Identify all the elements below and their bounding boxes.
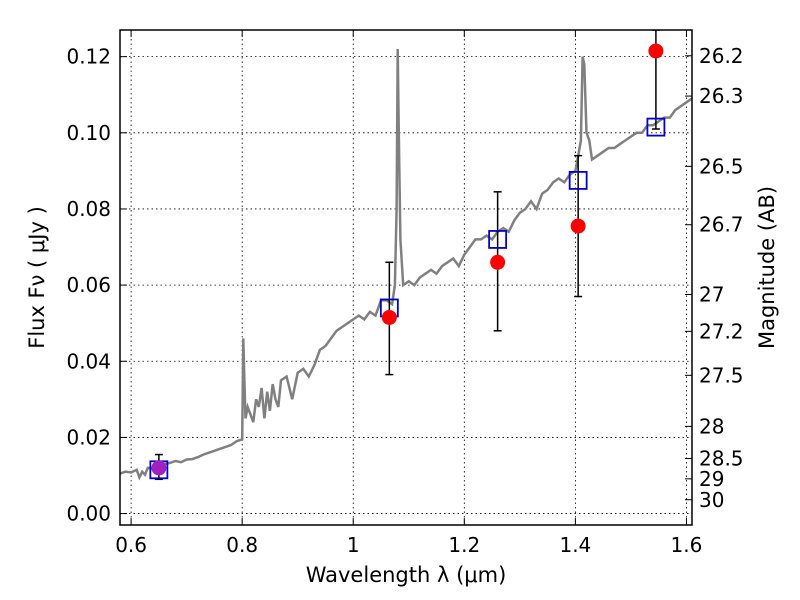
grid-lines: [120, 30, 692, 525]
model-spectrum-line: [120, 48, 692, 481]
x-tick-labels: 0.6 0.8 1 1.2 1.4 1.6: [115, 533, 702, 557]
y-tick-label: 0.04: [66, 349, 111, 373]
x-tick-label: 1.4: [559, 533, 591, 557]
y2-tick-label: 26.7: [699, 213, 744, 237]
y2-tick-label: 26.2: [699, 44, 744, 68]
model-points: [149, 117, 666, 480]
x-tick-label: 1: [347, 533, 360, 557]
x-axis-label: Wavelength λ (μm): [306, 563, 507, 587]
y-tick-label: 0.08: [66, 197, 111, 221]
observed-point: [648, 43, 664, 59]
y-tick-labels: 0.00 0.02 0.04 0.06 0.08 0.10 0.12: [66, 45, 111, 526]
y-tick-label: 0.00: [66, 502, 111, 526]
x-tick-label: 0.6: [115, 533, 147, 557]
model-point-square: [488, 230, 508, 249]
y2-tick-label: 27: [699, 282, 724, 306]
plot-content: [120, 30, 692, 481]
observed-points: [151, 43, 664, 476]
observed-point: [490, 254, 506, 270]
y-tick-label: 0.12: [66, 45, 111, 69]
y2-tick-label: 28: [699, 414, 724, 438]
observed-point: [151, 460, 167, 476]
observed-point: [570, 218, 586, 234]
y-tick-label: 0.10: [66, 121, 111, 145]
observed-point: [381, 309, 397, 325]
plot-frame: [119, 29, 693, 526]
y2-tick-label: 27.5: [699, 363, 744, 387]
x-tick-label: 1.6: [671, 533, 703, 557]
y-tick-label: 0.02: [66, 425, 111, 449]
y2-tick-label: 27.2: [699, 319, 744, 343]
y2-tick-label: 30: [699, 488, 724, 512]
x-tick-label: 1.2: [448, 533, 480, 557]
y2-tick-label: 29: [699, 467, 724, 491]
y2-tick-label: 26.5: [699, 154, 744, 178]
y2-tick-label: 28.5: [699, 447, 744, 471]
y2-tick-label: 26.3: [699, 84, 744, 108]
x-tick-label: 0.8: [226, 533, 258, 557]
axis-ticks: [120, 30, 692, 525]
model-point-square: [646, 117, 666, 137]
y-tick-label: 0.06: [66, 273, 111, 297]
y2-axis-label: Magnitude (AB): [755, 186, 779, 349]
model-point-square: [568, 171, 588, 190]
y-axis-label: Flux Fν ( μJy ): [25, 206, 49, 349]
